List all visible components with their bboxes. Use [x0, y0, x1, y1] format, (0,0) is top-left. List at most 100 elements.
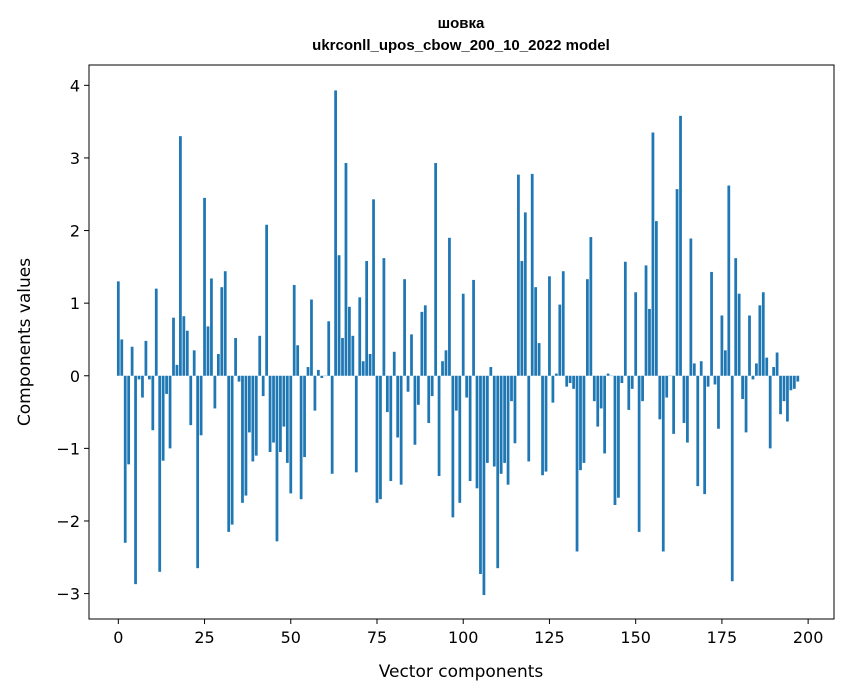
bar	[154, 288, 158, 376]
bar	[485, 375, 489, 463]
bar	[137, 375, 141, 380]
chart-subtitle: ukrconll_upos_cbow_200_10_2022 model	[312, 37, 610, 54]
bar	[499, 375, 503, 474]
bar	[510, 375, 513, 402]
bar	[385, 375, 389, 413]
bar	[423, 305, 427, 376]
bar	[151, 375, 155, 431]
y-tick-label: −2	[56, 512, 80, 531]
bar	[354, 375, 358, 473]
bar	[620, 375, 624, 384]
bar	[182, 316, 186, 376]
bar	[351, 335, 355, 376]
bar	[275, 375, 279, 542]
bar	[234, 338, 237, 376]
bar	[541, 375, 544, 476]
bar	[310, 299, 313, 376]
bar	[265, 224, 269, 376]
bar	[341, 338, 344, 376]
bar	[572, 375, 575, 389]
bar	[210, 278, 213, 376]
bar	[634, 292, 638, 376]
bar	[468, 375, 472, 482]
bar	[523, 212, 527, 376]
bar	[723, 350, 727, 376]
bar	[227, 375, 231, 532]
bar	[420, 311, 424, 376]
y-tick-label: 3	[70, 149, 80, 168]
bar	[403, 279, 406, 376]
bar	[299, 375, 303, 500]
bar	[548, 276, 551, 376]
bar	[206, 326, 210, 376]
y-tick-label: 1	[70, 294, 80, 313]
bar	[734, 258, 738, 376]
bar	[796, 375, 800, 382]
x-tick-label: 25	[194, 628, 214, 647]
bar	[589, 237, 593, 376]
bar	[654, 221, 658, 376]
x-tick-label: 125	[534, 628, 565, 647]
bar	[792, 375, 796, 389]
bar	[396, 375, 400, 438]
bar	[675, 189, 679, 376]
bar	[582, 375, 586, 463]
bar	[185, 330, 189, 376]
bar	[251, 375, 255, 462]
bar	[134, 375, 137, 585]
bar	[748, 315, 751, 376]
bar	[120, 339, 124, 376]
x-tick-label: 0	[113, 628, 123, 647]
bar	[513, 375, 517, 444]
bar	[130, 346, 134, 376]
bar	[213, 375, 217, 409]
bar	[451, 375, 455, 518]
bar	[334, 90, 337, 376]
bar	[503, 375, 506, 463]
bar	[434, 163, 438, 376]
bar	[230, 375, 234, 525]
bar	[606, 373, 610, 376]
bar	[599, 375, 603, 409]
bar	[223, 271, 227, 376]
x-tick-label: 175	[707, 628, 738, 647]
bar	[775, 352, 779, 376]
bar	[141, 375, 144, 398]
y-tick-label: 4	[70, 76, 80, 95]
x-tick-label: 50	[281, 628, 301, 647]
bar	[279, 375, 282, 452]
bar	[758, 305, 762, 376]
bar	[679, 115, 682, 376]
bar	[123, 375, 127, 543]
bar	[772, 367, 776, 376]
bar	[717, 375, 720, 429]
bar	[330, 375, 334, 474]
bar	[389, 375, 393, 482]
bar	[568, 375, 572, 384]
bar	[375, 375, 379, 503]
bar	[175, 364, 179, 376]
bar	[344, 163, 348, 376]
bar	[192, 350, 196, 376]
bar	[427, 375, 431, 423]
bar	[465, 375, 469, 398]
bar	[554, 373, 558, 376]
bar	[658, 375, 662, 420]
bar	[603, 375, 607, 454]
bar	[641, 375, 644, 402]
bar	[261, 375, 265, 397]
bar	[358, 297, 362, 376]
bar	[682, 375, 686, 423]
x-tick-label: 75	[367, 628, 387, 647]
bar	[313, 375, 317, 411]
bar	[699, 361, 703, 376]
bar	[254, 375, 258, 456]
bar	[382, 258, 386, 376]
bar	[144, 340, 148, 376]
x-axis: 0 25 50 75 100 125 150 175 200	[113, 619, 823, 647]
bar	[365, 261, 369, 376]
bar	[379, 375, 382, 500]
bar	[592, 375, 596, 402]
bar	[127, 375, 131, 465]
bar	[368, 353, 372, 376]
